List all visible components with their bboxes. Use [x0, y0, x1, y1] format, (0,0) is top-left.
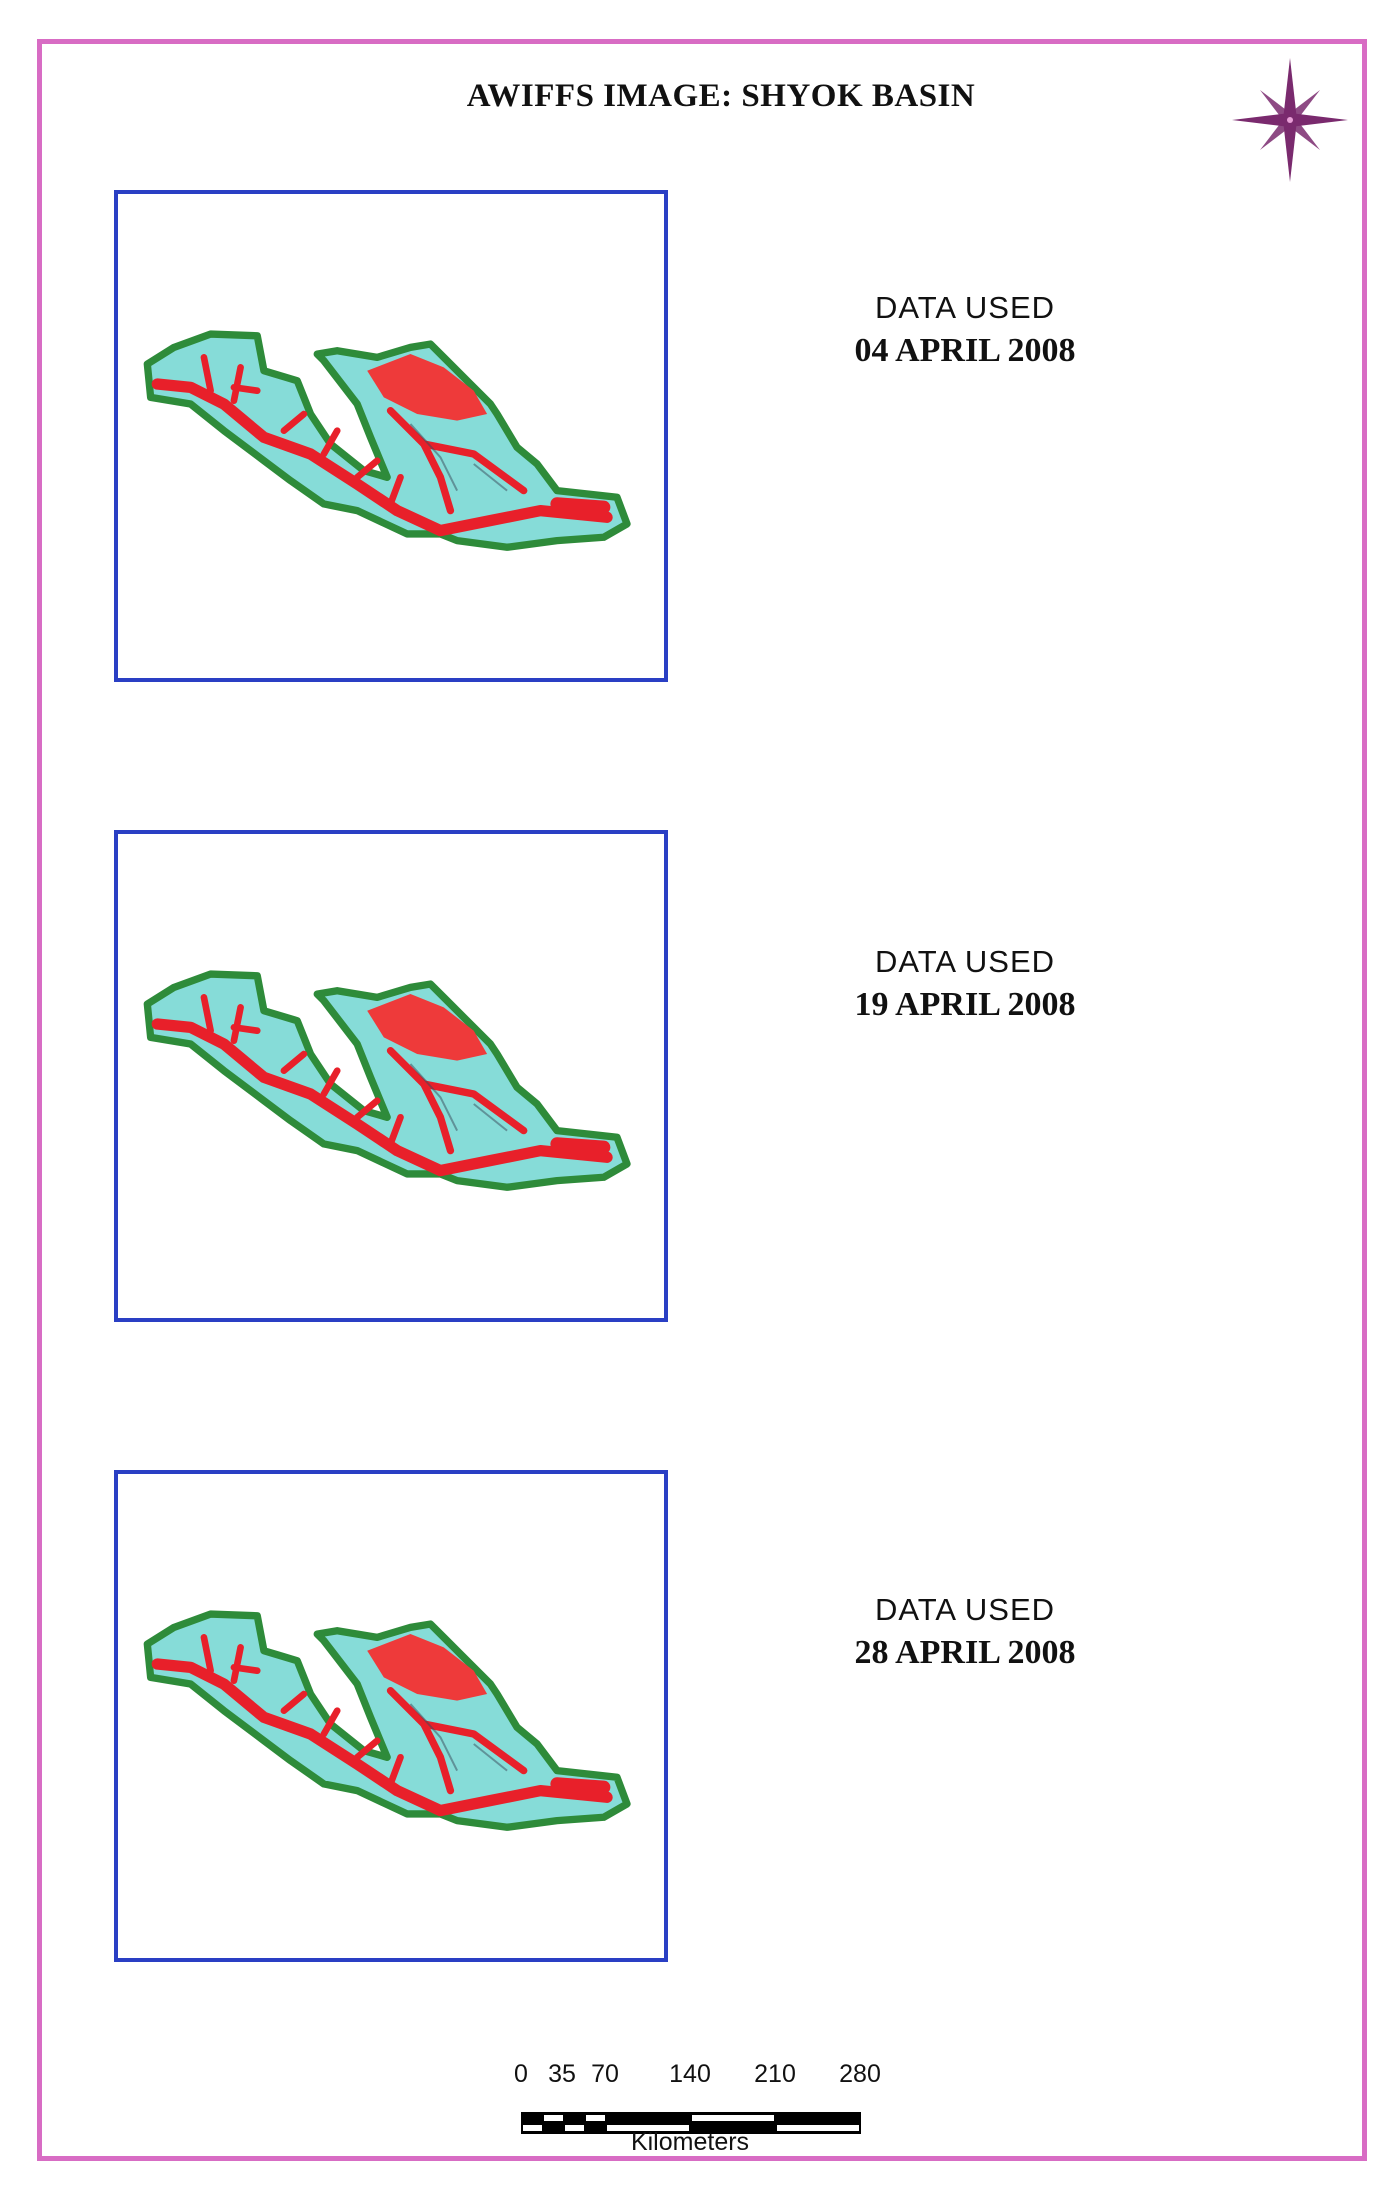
panel-caption-2: DATA USED 19 APRIL 2008	[800, 944, 1130, 1024]
basin-map-image	[124, 1584, 637, 1844]
data-used-label: DATA USED	[874, 290, 1056, 325]
map-frame-2	[114, 830, 668, 1322]
compass-rose-icon	[1232, 58, 1348, 182]
map-title: AWIFFS IMAGE: SHYOK BASIN	[466, 78, 976, 114]
scale-tick-label: 210	[754, 2060, 796, 2088]
panel-caption-3: DATA USED 28 APRIL 2008	[800, 1592, 1130, 1672]
scale-bar: 0 35 70 140 210 280 Kilometers	[505, 2060, 885, 2156]
date-value: 28 APRIL 2008	[854, 1634, 1076, 1671]
scale-unit-label: Kilometers	[630, 2128, 750, 2156]
date-value: 19 APRIL 2008	[854, 986, 1076, 1023]
basin-map-image	[124, 944, 637, 1204]
date-value: 04 APRIL 2008	[854, 332, 1076, 369]
data-used-label: DATA USED	[874, 1592, 1056, 1627]
basin-map-image	[124, 304, 637, 564]
panel-caption-1: DATA USED 04 APRIL 2008	[800, 290, 1130, 370]
map-frame-3	[114, 1470, 668, 1962]
map-border	[37, 39, 1367, 2161]
scale-tick-label: 140	[669, 2060, 711, 2088]
scale-bar-graphic	[521, 2112, 861, 2134]
data-used-label: DATA USED	[874, 944, 1056, 979]
scale-tick-label: 0	[514, 2060, 528, 2088]
map-frame-1	[114, 190, 668, 682]
scale-tick-label: 35	[548, 2060, 576, 2088]
scale-tick-label: 70	[591, 2060, 619, 2088]
scale-tick-label: 280	[839, 2060, 881, 2088]
